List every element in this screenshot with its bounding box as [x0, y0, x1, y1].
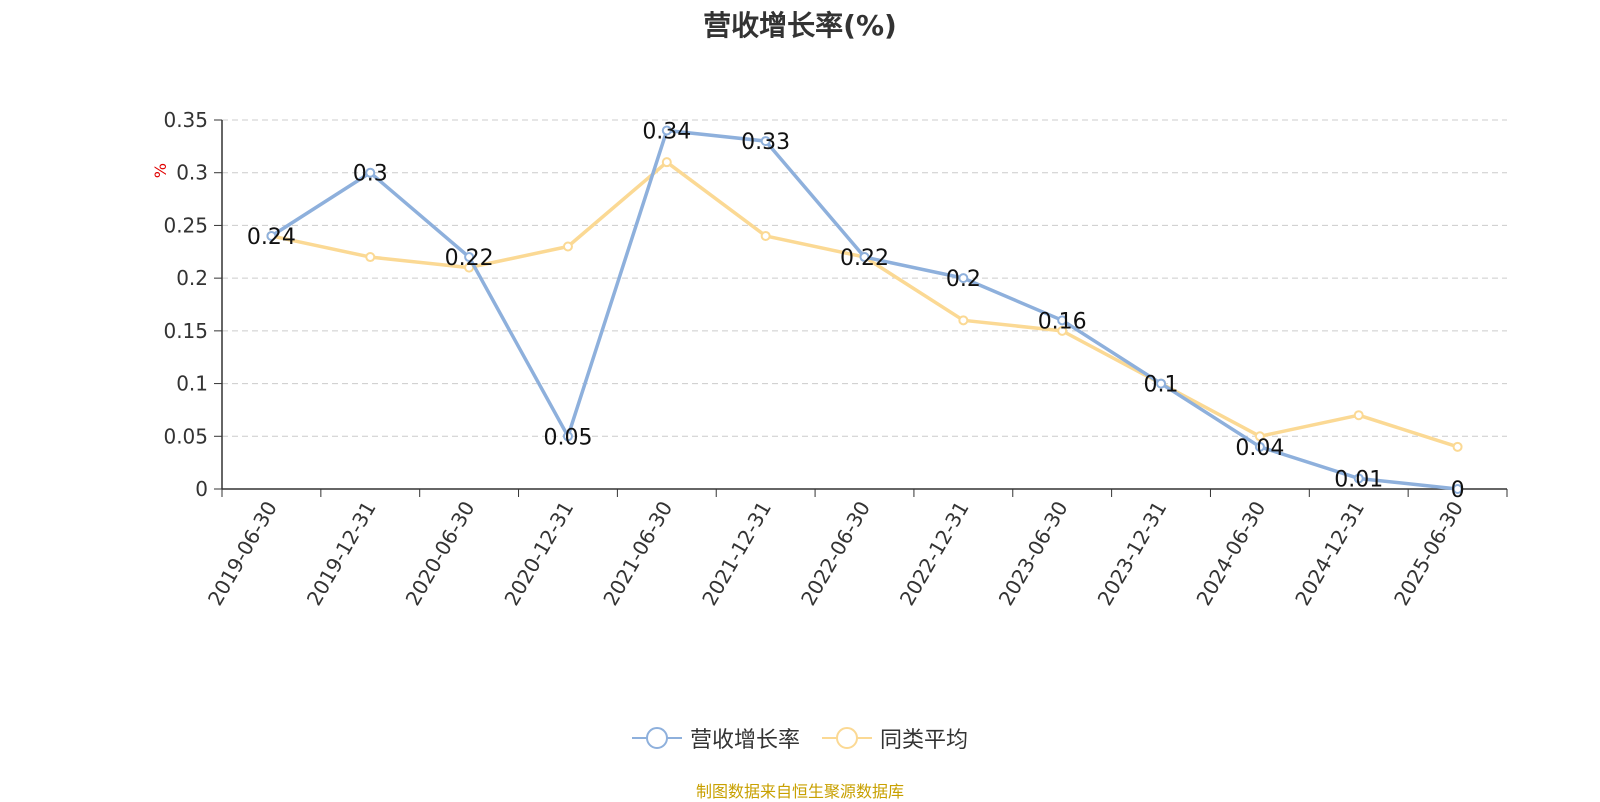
- data-point-series-1: [1254, 431, 1265, 442]
- data-label-series-0: 0.24: [247, 225, 296, 250]
- x-tick-label: 2019-12-31: [302, 497, 381, 610]
- data-label-series-0: 0: [1451, 478, 1465, 503]
- x-tick-label: 2024-12-31: [1290, 497, 1369, 610]
- x-tick-label: 2022-06-30: [796, 497, 875, 610]
- data-label-series-0: 0.3: [353, 162, 388, 187]
- data-label-series-0: 0.04: [1235, 436, 1284, 461]
- x-tick-label: 2024-06-30: [1191, 497, 1270, 610]
- data-point-series-1: [760, 230, 771, 241]
- data-point-series-0: [1057, 315, 1068, 326]
- y-axis-unit-label: %: [151, 163, 170, 178]
- y-tick-label: 0.35: [163, 108, 208, 132]
- legend-swatch-series-0: [631, 727, 682, 749]
- x-tick-label: 2022-12-31: [895, 497, 974, 610]
- data-point-series-1: [1452, 441, 1463, 452]
- legend: 营收增长率 同类平均: [0, 722, 1600, 754]
- legend-item-series-1[interactable]: 同类平均: [822, 722, 968, 754]
- y-tick-label: 0.15: [163, 319, 208, 343]
- data-point-series-1: [661, 157, 672, 168]
- legend-label-series-1: 同类平均: [880, 728, 969, 753]
- legend-label-series-0: 营收增长率: [689, 728, 800, 753]
- data-point-series-0: [760, 136, 771, 147]
- x-tick-label: 2023-12-31: [1093, 497, 1172, 610]
- data-point-series-0: [365, 167, 376, 178]
- data-label-series-0: 0.1: [1144, 373, 1179, 398]
- legend-item-series-0[interactable]: 营收增长率: [631, 722, 800, 754]
- legend-swatch-series-1: [822, 727, 872, 749]
- x-tick-label: 2019-06-30: [203, 497, 282, 610]
- x-tick-label: 2021-06-30: [598, 497, 677, 610]
- x-tick-label: 2020-06-30: [401, 497, 480, 610]
- x-tick-label: 2021-12-31: [697, 497, 776, 610]
- y-tick-label: 0.1: [176, 372, 208, 396]
- source-note: 制图数据来自恒生聚源数据库: [695, 782, 904, 801]
- data-point-series-0: [859, 252, 870, 263]
- data-point-series-1: [958, 315, 969, 326]
- data-point-series-0: [1156, 378, 1167, 389]
- chart-title: 营收增长率(%): [703, 9, 897, 42]
- data-point-series-1: [562, 241, 573, 252]
- data-point-series-0: [661, 125, 672, 136]
- y-tick-label: 0: [195, 477, 208, 501]
- data-label-series-0: 0.01: [1334, 467, 1383, 492]
- data-point-series-0: [1353, 473, 1364, 484]
- series-lines: [266, 125, 1463, 494]
- data-label-series-0: 0.22: [445, 246, 494, 271]
- y-tick-label: 0.05: [163, 424, 208, 448]
- series-line-1: [271, 160, 1459, 449]
- y-tick-label: 0.25: [163, 213, 208, 237]
- grid-lines: [222, 119, 1507, 437]
- data-label-series-0: 0.34: [642, 120, 691, 145]
- data-point-series-0: [266, 230, 277, 241]
- line-chart: 0 0.05 0.1 0.15 0.2 0.25 0.3 0.35% 2019-06-30 201…: [151, 108, 1508, 610]
- data-label-series-0: 0.16: [1038, 309, 1087, 334]
- data-point-series-1: [1353, 410, 1364, 421]
- data-point-series-1: [365, 252, 376, 263]
- data-point-series-0: [958, 273, 969, 284]
- x-tick-label: 2020-12-31: [499, 497, 578, 610]
- data-point-series-0: [562, 431, 573, 442]
- x-tick-label: 2023-06-30: [994, 497, 1073, 610]
- x-tick-label: 2025-06-30: [1389, 497, 1468, 610]
- data-label-series-0: 0.05: [543, 425, 592, 450]
- data-point-series-0: [1254, 441, 1265, 452]
- y-tick-label: 0.2: [176, 266, 208, 290]
- data-label-series-0: 0.33: [741, 130, 790, 155]
- data-label-series-0: 0.22: [840, 246, 889, 271]
- data-label-series-0: 0.2: [946, 267, 981, 292]
- data-labels: 0.24 0.3 0.22 0.05 0.34 0.33 0.22 0.2 0.16 0.1 0.0…: [247, 120, 1465, 503]
- data-point-series-0: [1452, 484, 1463, 494]
- y-tick-label: 0.3: [176, 161, 208, 185]
- data-point-series-1: [1057, 325, 1068, 336]
- data-point-series-0: [464, 252, 475, 263]
